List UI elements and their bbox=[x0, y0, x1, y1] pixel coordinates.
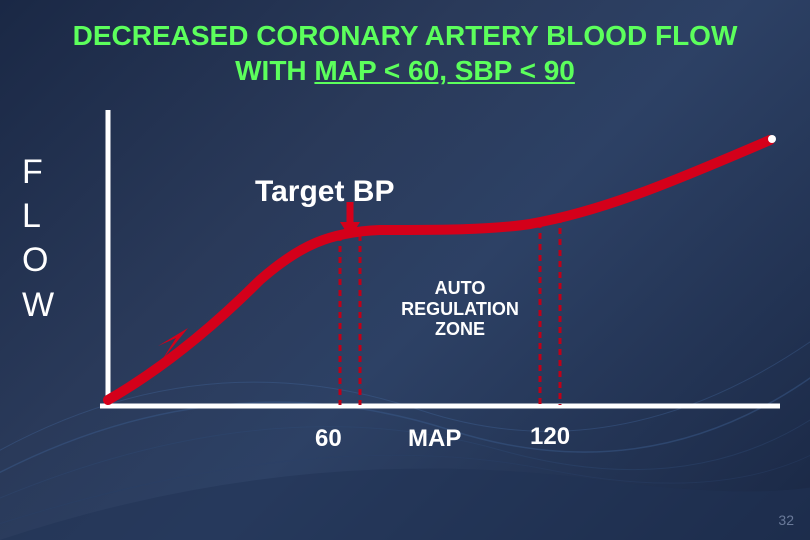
title-line2a: WITH bbox=[235, 55, 314, 86]
y-axis-label: F L O W bbox=[22, 150, 54, 327]
target-bp-label: Target BP bbox=[255, 175, 394, 209]
auto-regulation-zone-label: AUTO REGULATION ZONE bbox=[380, 278, 540, 340]
x-axis-label-map: MAP bbox=[408, 425, 461, 453]
x-tick-60: 60 bbox=[315, 425, 342, 453]
title-line1: DECREASED CORONARY ARTERY BLOOD FLOW bbox=[73, 20, 738, 51]
title-line2b: MAP < 60, SBP < 90 bbox=[314, 55, 574, 86]
x-tick-120: 120 bbox=[530, 423, 570, 451]
slide-number: 32 bbox=[778, 512, 794, 528]
curve-endcap bbox=[768, 135, 776, 143]
flow-curve bbox=[108, 140, 770, 400]
autoregulation-chart bbox=[100, 110, 780, 410]
slide-title: DECREASED CORONARY ARTERY BLOOD FLOW WIT… bbox=[0, 18, 810, 88]
